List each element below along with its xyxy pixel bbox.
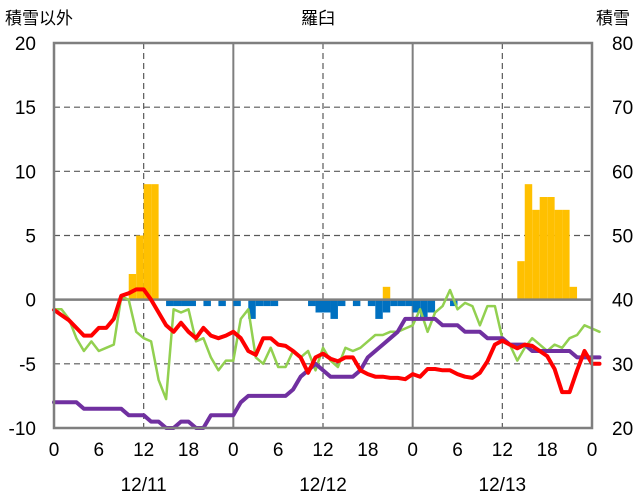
snow_decrease-bar: [382, 299, 391, 313]
snowfall-bar: [562, 209, 570, 300]
left-y-tick-label: 0: [25, 291, 36, 312]
snowfall-bar: [151, 184, 159, 300]
right-y-tick-label: 80: [612, 34, 633, 55]
snow_depth-line: [52, 316, 602, 430]
snow_decrease-bar: [255, 299, 264, 307]
snow_decrease-bar: [337, 299, 346, 307]
right-axis-title: 積雪: [596, 9, 630, 29]
snow_decrease-bar: [166, 299, 174, 307]
x-tick-label: 0: [587, 440, 598, 461]
snowfall-bar: [382, 286, 391, 300]
snow_decrease-bar: [308, 299, 316, 307]
chart-title: 羅臼: [301, 9, 335, 29]
line-series: [52, 287, 602, 430]
right-y-tick-label: 20: [612, 419, 633, 440]
x-tick-label: 12: [492, 440, 513, 461]
snow_decrease-bar: [188, 299, 196, 307]
snow_decrease-bar: [233, 299, 241, 307]
date-label: 12/12: [299, 475, 347, 496]
snow_decrease-bar: [405, 299, 413, 307]
snow_decrease-bar: [181, 299, 189, 307]
snow_decrease-bar: [315, 299, 323, 313]
snowfall-bar: [569, 286, 578, 300]
x-tick-label: 12: [133, 440, 154, 461]
snow_decrease-bar: [270, 299, 279, 307]
snow_decrease-bar: [263, 299, 271, 307]
snow_decrease-bar: [427, 299, 436, 313]
x-axis-ticks: 0 6 12 18 0 6 12 18 0 6 12 18 0: [49, 440, 598, 461]
date-label: 12/13: [479, 475, 527, 496]
snow_decrease-bar: [218, 299, 226, 307]
plot-frame: [52, 41, 594, 430]
left-y-tick-label: 20: [15, 34, 36, 55]
snow_decrease-bar: [375, 299, 383, 319]
date-label: 12/11: [121, 475, 167, 496]
snow_decrease-bar: [352, 299, 361, 307]
snowfall-bar: [128, 274, 137, 300]
x-tick-label: 6: [452, 440, 463, 461]
snow_decrease-bar: [330, 299, 338, 319]
x-tick-label: 18: [537, 440, 558, 461]
right-y-axis-ticks: 20 30 40 50 60 70 80: [612, 34, 633, 440]
snowfall-bar: [547, 197, 555, 300]
right-y-tick-label: 30: [612, 355, 633, 376]
bar-series: [128, 184, 578, 319]
right-y-tick-label: 60: [612, 162, 633, 183]
right-y-tick-label: 70: [612, 98, 633, 119]
right-y-tick-label: 40: [612, 291, 633, 312]
snow_decrease-bar: [412, 299, 421, 313]
snowfall-bar: [524, 184, 533, 300]
snowfall-bar: [532, 209, 540, 300]
snow_decrease-bar: [367, 299, 376, 307]
x-tick-label: 0: [49, 440, 60, 461]
left-y-tick-label: -5: [19, 355, 36, 376]
x-tick-label: 6: [94, 440, 105, 461]
snowfall-bar: [517, 261, 525, 300]
x-tick-label: 12: [312, 440, 333, 461]
snow_decrease-bar: [248, 299, 256, 319]
left-y-tick-label: 5: [25, 227, 36, 248]
date-labels: 12/11 12/12 12/13: [121, 475, 527, 496]
snow_decrease-bar: [203, 299, 211, 307]
left-axis-title: 積雪以外: [5, 9, 73, 29]
x-tick-label: 0: [407, 440, 418, 461]
gridlines: [54, 43, 592, 428]
snow_decrease-bar: [173, 299, 182, 307]
snow_decrease-bar: [397, 299, 406, 307]
right-y-tick-label: 50: [612, 227, 633, 248]
left-y-tick-label: 15: [15, 98, 36, 119]
snow_decrease-bar: [390, 299, 398, 307]
temperature-line: [52, 287, 602, 395]
snowfall-bar: [136, 235, 144, 300]
x-tick-label: 0: [228, 440, 239, 461]
snowfall-bar: [143, 184, 152, 300]
left-y-axis-ticks: -10 -5 0 5 10 15 20: [9, 34, 36, 440]
snow_decrease-bar: [323, 299, 331, 313]
snowfall-bar: [554, 209, 563, 300]
x-tick-label: 18: [357, 440, 378, 461]
left-y-tick-label: -10: [9, 419, 36, 440]
left-y-tick-label: 10: [15, 162, 36, 183]
x-tick-label: 6: [273, 440, 284, 461]
snowfall-bar: [539, 197, 548, 300]
snow_decrease-bar: [420, 299, 428, 319]
x-tick-label: 18: [178, 440, 199, 461]
